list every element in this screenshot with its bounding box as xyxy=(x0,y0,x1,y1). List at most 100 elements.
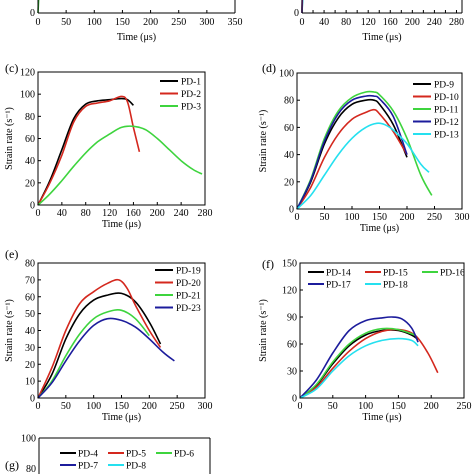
p3-y-tick-label: 100 xyxy=(279,69,294,80)
p2-y-tick-label: 40 xyxy=(25,156,35,167)
p2-x-axis-label: Time (μs) xyxy=(102,219,141,230)
p2-y-tick-label: 20 xyxy=(25,178,35,189)
p1-y-tick-label: 0 xyxy=(294,8,299,19)
p4-x-tick-label: 50 xyxy=(61,401,71,412)
p0-x-tick-label: 200 xyxy=(143,17,158,28)
p6-y-tick-label: 80 xyxy=(26,464,36,474)
p5-y-tick-label: 90 xyxy=(287,313,297,324)
legend-label-pd-18: PD-18 xyxy=(383,281,408,291)
p4-y-tick-label: 10 xyxy=(25,377,35,388)
p3-x-tick-label: 200 xyxy=(400,212,415,223)
series-line-pd-3 xyxy=(37,125,203,206)
legend-label-pd-2: PD-2 xyxy=(181,90,201,100)
series-line-pd-16 xyxy=(299,327,416,399)
p5-x-tick-label: 200 xyxy=(424,401,439,412)
series-line-pd-17 xyxy=(299,316,419,399)
p0-y-tick-label: 0 xyxy=(30,8,35,19)
p4-panel-letter: (e) xyxy=(5,247,18,261)
legend-label-pd-8: PD-8 xyxy=(126,462,146,472)
legend-label-pd-21: PD-21 xyxy=(176,292,201,302)
p2-x-tick-label: 80 xyxy=(81,208,91,219)
p3-x-tick-label: 0 xyxy=(295,212,300,223)
series-line-pd-19 xyxy=(37,292,162,399)
p3-x-tick-label: 100 xyxy=(345,212,360,223)
p2-y-tick-label: 60 xyxy=(25,134,35,145)
p1-x-tick-label: 0 xyxy=(300,17,305,28)
p2-x-tick-label: 200 xyxy=(150,208,165,219)
p2-x-tick-label: 40 xyxy=(57,208,67,219)
p2-y-tick-label: 100 xyxy=(20,90,35,101)
legend-label-pd-1: PD-1 xyxy=(181,78,201,88)
p2-y-tick-label: 120 xyxy=(20,68,35,79)
series-line-pd-20 xyxy=(37,278,162,399)
p5-y-tick-label: 60 xyxy=(287,340,297,351)
p2-y-tick-label: 80 xyxy=(25,112,35,123)
series-line-pd-23 xyxy=(37,317,175,399)
legend-label-pd-15: PD-15 xyxy=(383,269,408,279)
legend-label-pd-11: PD-11 xyxy=(434,106,459,116)
p0-x-tick-label: 250 xyxy=(171,17,186,28)
p5-y-tick-label: 120 xyxy=(282,286,297,297)
legend-label-pd-20: PD-20 xyxy=(176,279,201,289)
p4-x-tick-label: 300 xyxy=(198,401,213,412)
legend-label-pd-19: PD-19 xyxy=(176,267,201,277)
p4-y-tick-label: 60 xyxy=(25,292,35,303)
p3-y-tick-label: 80 xyxy=(284,96,294,107)
p4-y-tick-label: 30 xyxy=(25,343,35,354)
p2-y-axis-label: Strain rate (s⁻¹) xyxy=(4,107,15,170)
p2-panel-letter: (c) xyxy=(5,61,18,75)
p3-x-tick-label: 50 xyxy=(320,212,330,223)
p5-plot-frame xyxy=(299,262,465,399)
legend-label-pd-3: PD-3 xyxy=(181,103,201,113)
series-line-pd-2 xyxy=(37,95,141,206)
legend-label-pd-5: PD-5 xyxy=(126,450,146,460)
p5-panel-letter: (f) xyxy=(262,257,274,271)
p3-y-axis-label: Strain rate (s⁻¹) xyxy=(258,110,269,173)
p3-y-tick-label: 20 xyxy=(284,177,294,188)
p5-y-tick-label: 0 xyxy=(292,394,297,405)
p4-y-tick-label: 50 xyxy=(25,309,35,320)
p1-x-tick-label: 80 xyxy=(341,17,351,28)
series-line-pd-18 xyxy=(299,337,419,399)
p0-x-tick-label: 300 xyxy=(199,17,214,28)
p0-x-tick-label: 350 xyxy=(228,17,243,28)
p4-x-tick-label: 250 xyxy=(170,401,185,412)
series-line-pd-15 xyxy=(299,328,439,399)
legend-label-pd-10: PD-10 xyxy=(434,93,459,103)
p5-x-tick-label: 150 xyxy=(391,401,406,412)
p2-y-tick-label: 0 xyxy=(30,201,35,212)
p5-x-tick-label: 100 xyxy=(358,401,373,412)
p1-x-tick-label: 240 xyxy=(427,17,442,28)
series-line-pd-21 xyxy=(37,309,150,399)
p0-x-axis-label: Time (μs) xyxy=(117,32,156,43)
legend-label-pd-16: PD-16 xyxy=(440,269,465,279)
p3-x-tick-label: 150 xyxy=(372,212,387,223)
p6-panel-letter: (g) xyxy=(5,458,19,472)
p3-x-axis-label: Time (μs) xyxy=(360,223,399,234)
legend-label-pd-23: PD-23 xyxy=(176,304,201,314)
p1-x-tick-label: 40 xyxy=(319,17,329,28)
legend-label-pd-17: PD-17 xyxy=(326,281,351,291)
p3-x-tick-label: 250 xyxy=(427,212,442,223)
p2-x-tick-label: 0 xyxy=(36,208,41,219)
series-line-p1-s1 xyxy=(301,0,304,14)
p6-y-tick-label: 100 xyxy=(21,434,36,445)
p5-x-tick-label: 50 xyxy=(328,401,338,412)
legend-label-pd-12: PD-12 xyxy=(434,118,459,128)
series-line-pd-13 xyxy=(296,122,430,210)
p4-y-tick-label: 40 xyxy=(25,326,35,337)
p4-x-tick-label: 200 xyxy=(142,401,157,412)
p3-x-tick-label: 300 xyxy=(455,212,470,223)
legend-label-pd-6: PD-6 xyxy=(174,450,194,460)
p0-x-tick-label: 150 xyxy=(115,17,130,28)
p5-y-tick-label: 150 xyxy=(282,259,297,270)
legend-label-pd-14: PD-14 xyxy=(326,269,351,279)
p4-y-tick-label: 0 xyxy=(30,394,35,405)
p5-x-tick-label: 250 xyxy=(457,401,472,412)
p4-y-tick-label: 20 xyxy=(25,360,35,371)
series-line-pd-1 xyxy=(37,97,134,206)
p3-panel-letter: (d) xyxy=(262,61,276,75)
p4-x-axis-label: Time (μs) xyxy=(102,412,141,423)
p1-x-tick-label: 160 xyxy=(383,17,398,28)
